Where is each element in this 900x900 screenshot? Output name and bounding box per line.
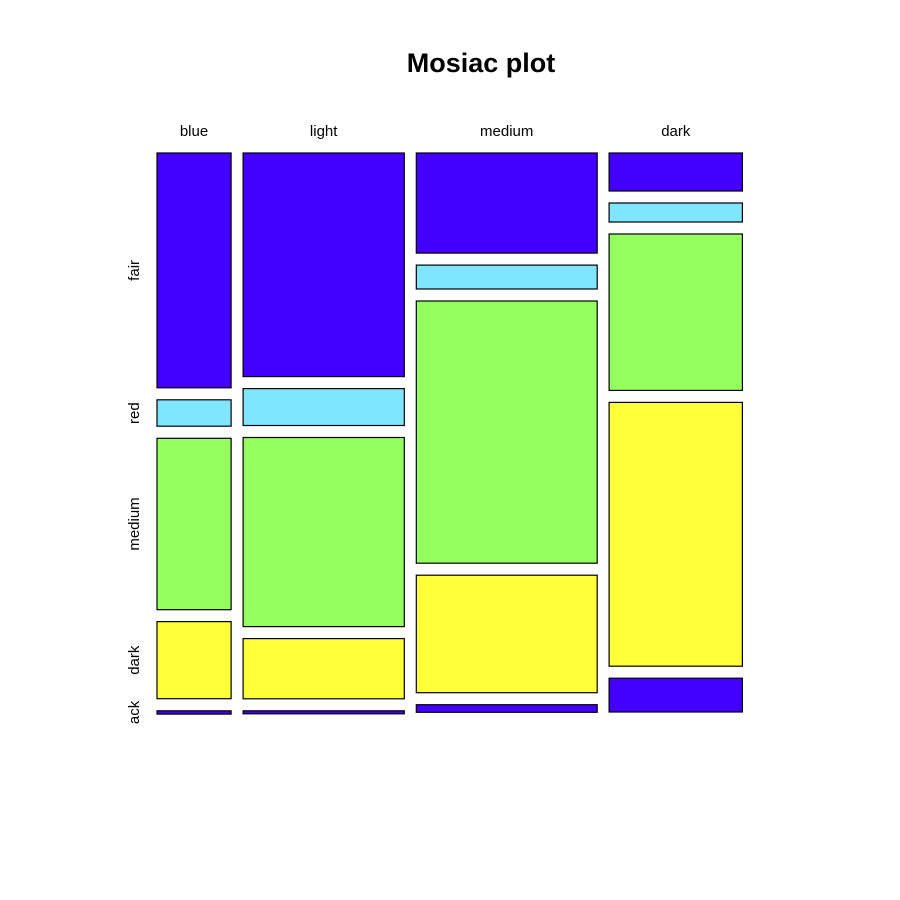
row-label-red: red: [126, 402, 143, 424]
tile-light-medium: [242, 436, 405, 628]
tile-medium-black: [415, 704, 598, 713]
tile-medium-medium: [415, 300, 598, 564]
tile-light-red: [242, 388, 405, 427]
tile-medium-red: [415, 264, 598, 290]
tile-blue-medium: [156, 437, 232, 611]
row-label-fair: fair: [126, 260, 143, 281]
tile-dark-medium: [608, 233, 743, 391]
row-label-black: ack: [126, 700, 143, 724]
column-label-light: light: [310, 123, 338, 140]
column-label-medium: medium: [480, 123, 533, 140]
tile-dark-black: [608, 677, 743, 713]
row-label-dark: dark: [126, 645, 143, 675]
column-labels: blue light medium dark: [180, 123, 691, 140]
tile-light-dark: [242, 637, 405, 700]
tile-light-fair: [242, 152, 405, 378]
row-label-medium: medium: [126, 497, 143, 550]
row-labels: fair red medium dark ack: [126, 260, 143, 724]
tile-medium-fair: [415, 152, 598, 254]
tile-dark-dark: [608, 401, 743, 667]
chart-title: Mosiac plot: [407, 48, 556, 78]
tile-light-black: [242, 710, 405, 715]
tile-dark-red: [608, 202, 743, 223]
mosaic-tiles: [156, 152, 743, 715]
tile-blue-red: [156, 399, 232, 427]
tile-blue-fair: [156, 152, 232, 389]
tile-dark-fair: [608, 152, 743, 192]
tile-blue-black: [156, 710, 232, 715]
column-label-dark: dark: [661, 123, 691, 140]
tile-blue-dark: [156, 620, 232, 700]
column-label-blue: blue: [180, 123, 208, 140]
tile-medium-dark: [415, 574, 598, 694]
